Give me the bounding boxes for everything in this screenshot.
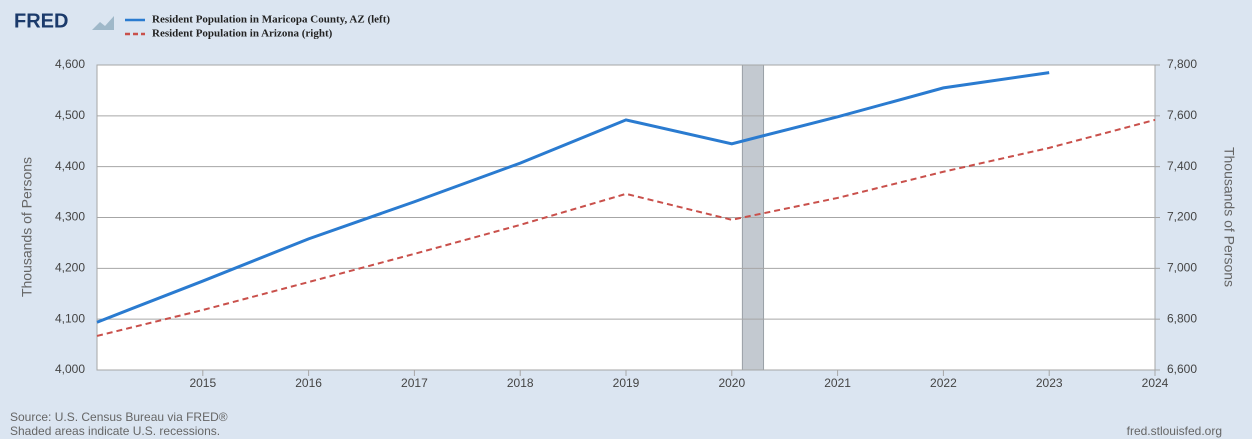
- x-tick-label: 2015: [189, 376, 216, 390]
- y2-tick-label: 7,800: [1167, 57, 1197, 71]
- y-axis-label: Thousands of Persons: [19, 157, 35, 297]
- x-tick-label: 2019: [613, 376, 640, 390]
- y-tick-label: 4,000: [55, 362, 85, 376]
- y-tick-label: 4,100: [55, 311, 85, 325]
- y2-tick-label: 7,000: [1167, 261, 1197, 275]
- y-tick-label: 4,400: [55, 159, 85, 173]
- x-tick-label: 2024: [1142, 376, 1169, 390]
- x-tick-label: 2021: [824, 376, 851, 390]
- y2-tick-label: 6,600: [1167, 362, 1197, 376]
- x-tick-label: 2022: [930, 376, 957, 390]
- note: Shaded areas indicate U.S. recessions.: [10, 424, 220, 438]
- x-tick-label: 2018: [507, 376, 534, 390]
- logo: FRED: [14, 10, 68, 32]
- y2-tick-label: 7,400: [1167, 159, 1197, 173]
- x-tick-label: 2020: [718, 376, 745, 390]
- y2-tick-label: 7,600: [1167, 108, 1197, 122]
- y2-axis-label: Thousands of Persons: [1221, 147, 1237, 287]
- y-tick-label: 4,200: [55, 261, 85, 275]
- series-line: [96, 118, 1156, 337]
- site: fred.stlouisfed.org: [1127, 424, 1222, 438]
- x-tick-label: 2017: [401, 376, 428, 390]
- source: Source: U.S. Census Bureau via FRED®: [10, 410, 228, 424]
- plot-border: [96, 64, 1156, 371]
- y2-tick-label: 6,800: [1167, 311, 1197, 325]
- legend-label: Resident Population in Arizona (right): [152, 28, 333, 40]
- logo-icon: [92, 16, 114, 30]
- legend-label: Resident Population in Maricopa County, …: [152, 14, 390, 26]
- y2-tick-label: 7,200: [1167, 210, 1197, 224]
- y-tick-label: 4,600: [55, 57, 85, 71]
- y-tick-label: 4,300: [55, 210, 85, 224]
- y-tick-label: 4,500: [55, 108, 85, 122]
- x-tick-label: 2016: [295, 376, 322, 390]
- series-line: [96, 71, 1050, 324]
- x-tick-label: 2023: [1036, 376, 1063, 390]
